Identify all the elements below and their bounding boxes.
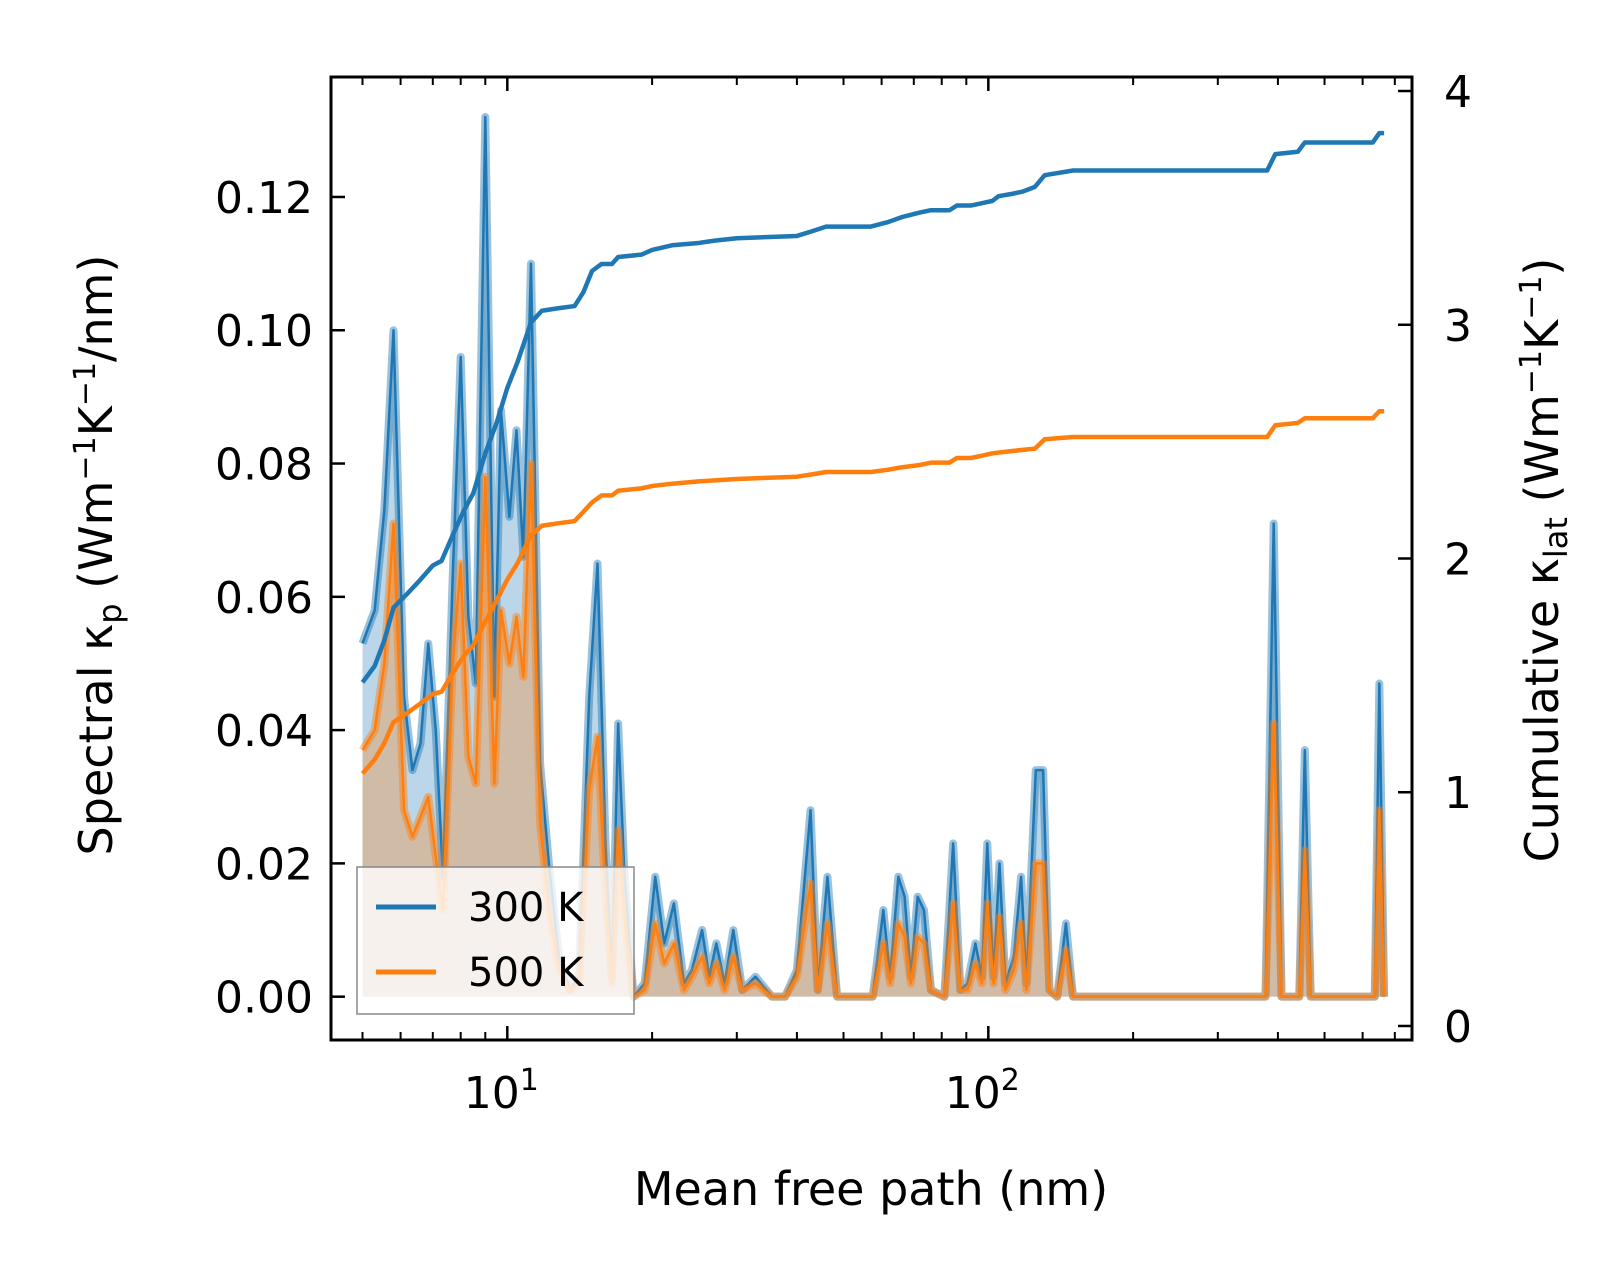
y-axis-title-right: Cumulative κlat (Wm−1K−1) (1514, 258, 1575, 863)
legend-label-500k: 500 K (468, 950, 585, 996)
x-tick-label: 102 (945, 1063, 1020, 1119)
y-tick-label-right: 0 (1444, 1002, 1472, 1053)
spectral-line-500k (361, 462, 1386, 998)
y-tick-label-right: 2 (1444, 535, 1472, 586)
y-tick-label-left: 0.02 (215, 839, 313, 890)
legend: 300 K 500 K (356, 866, 635, 1015)
y-tick-label-left: 0.12 (215, 173, 313, 224)
y-tick-label-left: 0.04 (215, 706, 313, 757)
legend-label-300k: 300 K (468, 885, 585, 931)
cumulative-line-500k (360, 409, 1385, 776)
y-tick-label-right: 1 (1444, 768, 1472, 819)
x-axis-title: Mean free path (nm) (634, 1162, 1108, 1216)
y-tick-label-left: 0.06 (215, 573, 313, 624)
spectral-line-300k (361, 115, 1386, 998)
y-tick-label-left: 0.00 (215, 973, 313, 1024)
plot-frame (329, 75, 1414, 1042)
cumulative-layer (360, 130, 1385, 776)
cumulative-line-300k (360, 130, 1385, 684)
ticks-layer: 0.00 0.02 0.04 0.06 0.08 0.10 0.12 0 1 2 3 4 101 102 (215, 67, 1472, 1119)
y-tick-label-right: 3 (1444, 301, 1472, 352)
y-tick-label-left: 0.08 (215, 440, 313, 491)
legend-box (356, 866, 635, 1015)
x-tick-label: 101 (464, 1063, 539, 1119)
spectral-layer (358, 112, 1389, 1001)
y-tick-label-right: 4 (1444, 67, 1472, 118)
y-axis-title-left: Spectral κp (Wm−1K−1/nm) (68, 255, 129, 856)
y-tick-label-left: 0.10 (215, 306, 313, 357)
